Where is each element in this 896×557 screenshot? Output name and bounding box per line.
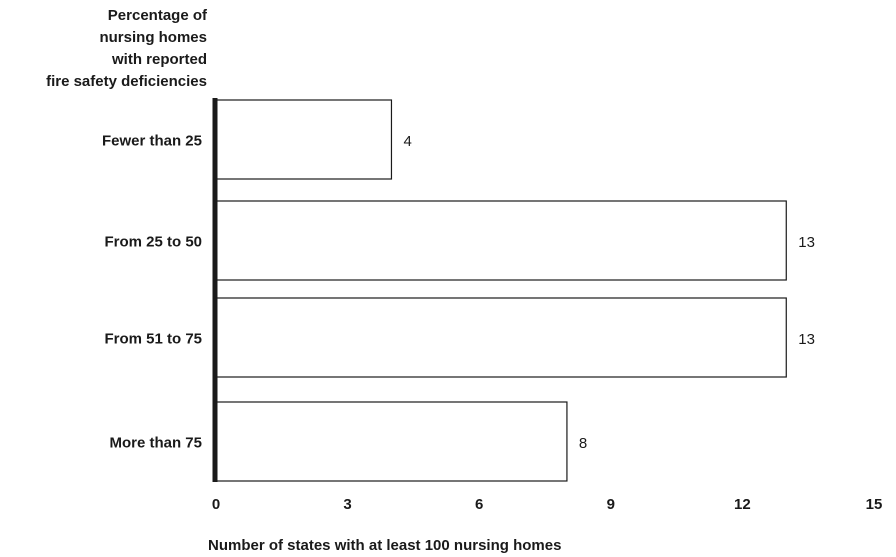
- x-tick-label-5: 15: [866, 496, 883, 513]
- category-label-1: From 25 to 50: [104, 234, 202, 251]
- x-tick-label-0: 0: [212, 496, 220, 513]
- y-axis-title-line-4: fire safety deficiencies: [46, 73, 207, 90]
- bar-0: [215, 99, 393, 180]
- value-label-1: 13: [798, 234, 815, 251]
- y-axis-title-line-1: Percentage of: [108, 7, 208, 24]
- bars-group: Fewer than 25 4 From 25 to 50 13 From 51 to …: [102, 99, 815, 482]
- y-axis-title-line-3: with reported: [111, 51, 207, 68]
- x-tick-label-3: 9: [607, 496, 615, 513]
- value-label-3: 8: [579, 435, 587, 452]
- x-axis-ticks: 0 3 6 9 12 15: [212, 496, 883, 513]
- x-tick-label-2: 6: [475, 496, 483, 513]
- category-label-2: From 51 to 75: [104, 331, 202, 348]
- x-tick-label-1: 3: [343, 496, 351, 513]
- x-axis-title: Number of states with at least 100 nursi…: [208, 537, 561, 554]
- bar-1: [215, 200, 787, 281]
- category-label-3: More than 75: [109, 435, 202, 452]
- bar-2: [215, 297, 787, 378]
- bar-3: [215, 401, 568, 482]
- value-label-2: 13: [798, 331, 815, 348]
- category-label-0: Fewer than 25: [102, 133, 202, 150]
- y-axis-title: Percentage of nursing homes with reporte…: [46, 7, 208, 90]
- x-tick-label-4: 12: [734, 496, 751, 513]
- y-axis-title-line-2: nursing homes: [99, 29, 207, 46]
- value-label-0: 4: [403, 133, 411, 150]
